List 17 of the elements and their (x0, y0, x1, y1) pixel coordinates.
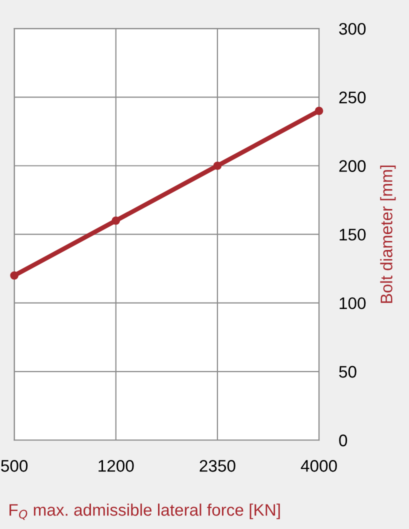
x-tick-label: 4000 (300, 460, 337, 472)
y-tick-label: 250 (339, 92, 366, 104)
y-tick-label: 300 (339, 22, 366, 35)
point (213, 162, 222, 170)
x-tick-label: 1200 (98, 460, 134, 472)
point (112, 216, 120, 225)
y-tick-label: 200 (339, 160, 366, 172)
x-tick-label: 500 (1, 460, 28, 472)
y-tick-label: 0 (339, 434, 348, 446)
y-tick-label: 50 (339, 366, 356, 378)
y-tick-label: 100 (340, 297, 366, 310)
point (10, 271, 18, 280)
x-axis-title: F$_{Q}$ max. admissible lateral force [KN] (10, 504, 280, 520)
y-axis-title: Bolt diameter [mm] (380, 166, 396, 303)
x-tick-label: 2350 (200, 460, 236, 472)
point (314, 106, 324, 116)
y-tick-label: 150 (340, 228, 366, 241)
